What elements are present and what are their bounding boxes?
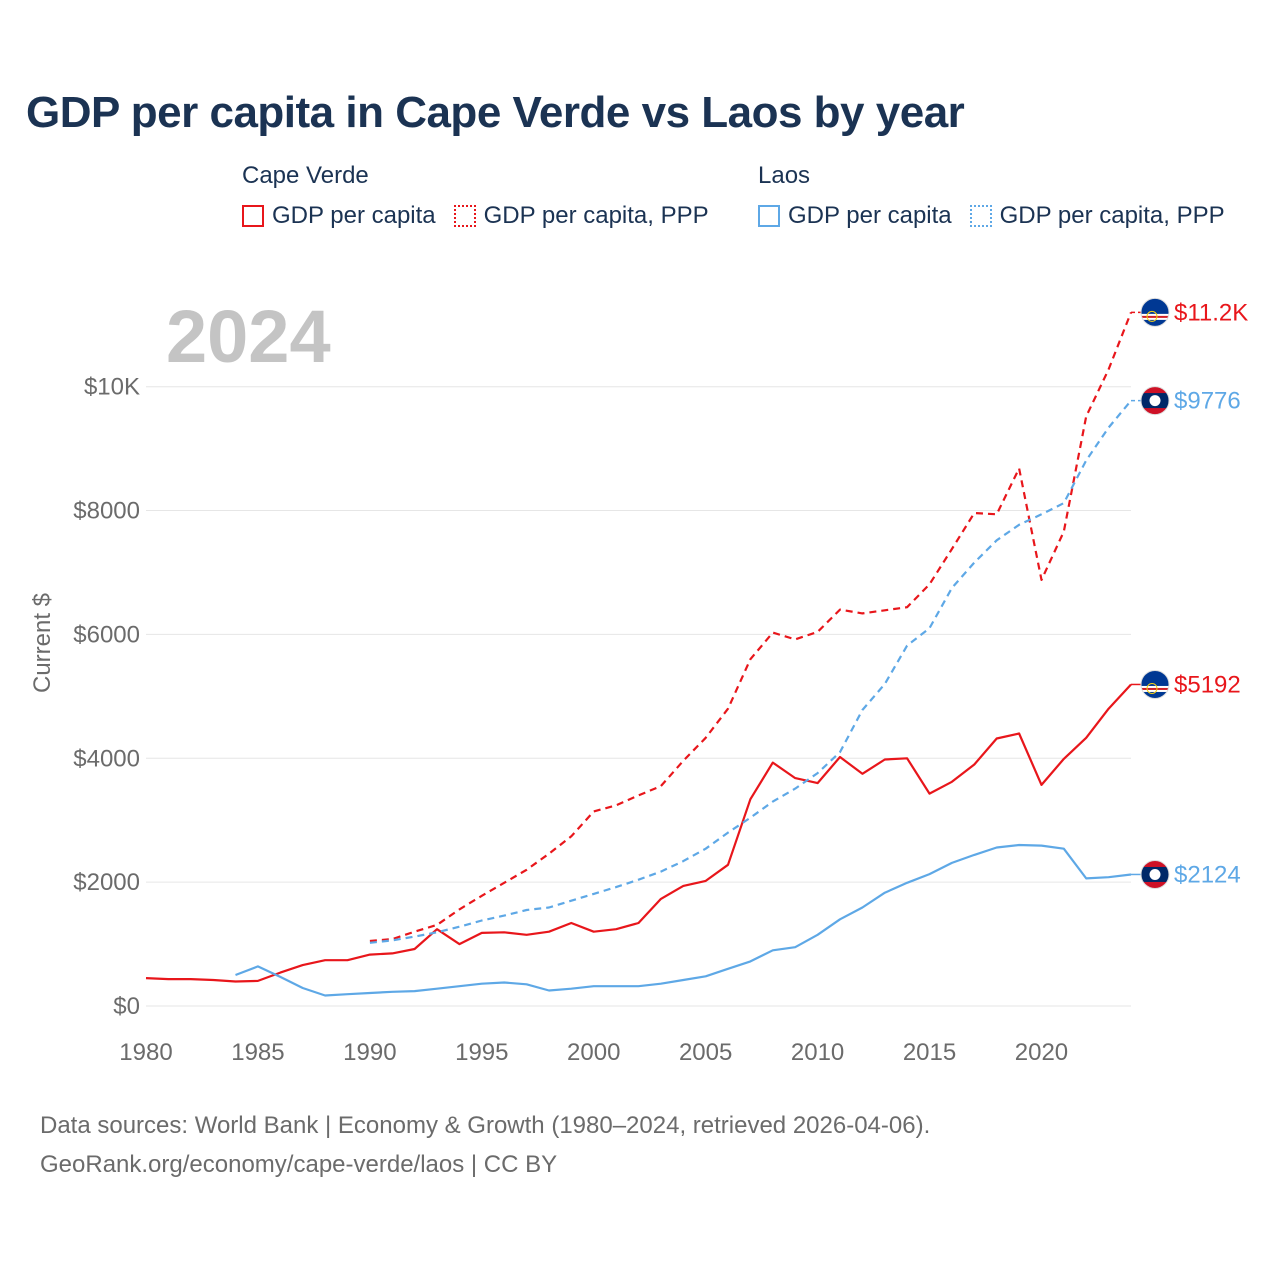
chart-title: GDP per capita in Cape Verde vs Laos by … bbox=[26, 88, 965, 137]
series-line bbox=[235, 843, 1132, 997]
legend-swatch-solid bbox=[242, 205, 264, 227]
flag-border bbox=[1140, 297, 1170, 327]
flag-border bbox=[1140, 859, 1170, 889]
legend-swatch-solid bbox=[758, 205, 780, 227]
series-lines bbox=[145, 311, 1133, 997]
laos-flag-icon bbox=[1140, 386, 1170, 416]
line-chart: 2024 $0 $2000 $4000 $6000 $8000 $10K 1980 1985… bbox=[29, 295, 1248, 1066]
legend-item-laos-gdp-ppp[interactable]: GDP per capita, PPP bbox=[969, 202, 1225, 230]
legend-item-cape-verde-gdp[interactable]: GDP per capita bbox=[242, 202, 436, 230]
year-watermark: 2024 bbox=[166, 295, 331, 378]
end-value-label: $2124 bbox=[1174, 861, 1241, 888]
data-sources: Data sources: World Bank | Economy & Gro… bbox=[40, 1106, 930, 1184]
cape-verde-flag-icon bbox=[1140, 297, 1170, 327]
legend-group-label: Cape Verde bbox=[242, 162, 369, 189]
sources-line-1: Data sources: World Bank | Economy & Gro… bbox=[40, 1112, 931, 1139]
legend-group-label: Laos bbox=[758, 162, 811, 189]
y-axis-label: Current $ bbox=[29, 593, 56, 693]
x-tick-label: 1990 bbox=[343, 1039, 396, 1066]
legend-item-label: GDP per capita bbox=[788, 202, 952, 229]
y-tick-label: $6000 bbox=[73, 621, 140, 648]
x-tick-label: 2000 bbox=[567, 1039, 620, 1066]
legend-group-laos: Laos GDP per capita GDP per capita, PPP bbox=[758, 162, 1225, 230]
series-line bbox=[369, 311, 1133, 943]
x-tick-label: 1985 bbox=[231, 1039, 284, 1066]
y-tick-label: $2000 bbox=[73, 869, 140, 896]
cape-verde-flag-icon bbox=[1140, 669, 1170, 699]
gridlines bbox=[146, 386, 1131, 1007]
y-tick-label: $4000 bbox=[73, 745, 140, 772]
legend-swatch-dotted bbox=[453, 205, 476, 227]
sources-line-2: GeoRank.org/economy/cape-verde/laos | CC… bbox=[40, 1151, 558, 1178]
y-tick-label: $10K bbox=[84, 374, 140, 401]
x-tick-label: 2020 bbox=[1015, 1039, 1068, 1066]
legend-item-laos-gdp[interactable]: GDP per capita bbox=[758, 202, 952, 230]
legend-item-cape-verde-gdp-ppp[interactable]: GDP per capita, PPP bbox=[453, 202, 709, 230]
x-tick-label: 2015 bbox=[903, 1039, 956, 1066]
legend-item-label: GDP per capita, PPP bbox=[483, 202, 709, 229]
series-line bbox=[369, 399, 1132, 944]
end-markers: $11.2K $9776 $5192 $2124 bbox=[1131, 297, 1248, 889]
end-value-label: $5192 bbox=[1174, 671, 1241, 698]
y-axis-ticks: $0 $2000 $4000 $6000 $8000 $10K bbox=[73, 374, 140, 1020]
legend-swatch-dotted bbox=[969, 205, 992, 227]
flag-border bbox=[1140, 669, 1170, 699]
series-line bbox=[145, 683, 1132, 983]
x-tick-label: 1995 bbox=[455, 1039, 508, 1066]
x-tick-label: 2005 bbox=[679, 1039, 732, 1066]
x-tick-label: 1980 bbox=[119, 1039, 172, 1066]
legend-group-cape-verde: Cape Verde GDP per capita GDP per capita… bbox=[242, 162, 709, 230]
laos-flag-icon bbox=[1140, 859, 1170, 889]
x-axis-ticks: 1980 1985 1990 1995 2000 2005 2010 2015 2020 bbox=[119, 1039, 1068, 1066]
legend-item-label: GDP per capita bbox=[272, 202, 436, 229]
end-value-label: $11.2K bbox=[1174, 299, 1248, 326]
y-tick-label: $8000 bbox=[73, 498, 140, 525]
legend-item-label: GDP per capita, PPP bbox=[999, 202, 1225, 229]
end-value-label: $9776 bbox=[1174, 388, 1241, 415]
x-tick-label: 2010 bbox=[791, 1039, 844, 1066]
flag-border bbox=[1140, 386, 1170, 416]
y-tick-label: $0 bbox=[113, 993, 140, 1020]
